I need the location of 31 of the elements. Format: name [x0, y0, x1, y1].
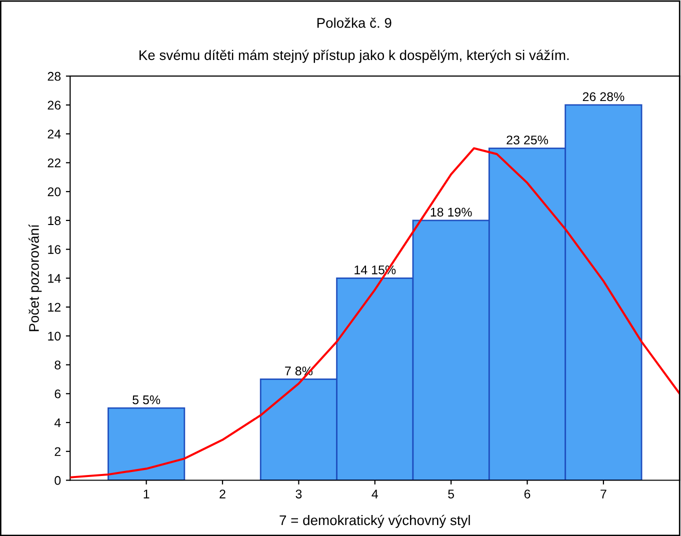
- y-tick-label: 28: [48, 72, 61, 81]
- y-tick-label: 0: [54, 476, 61, 485]
- y-tick-label: 4: [54, 418, 61, 428]
- data-label: 26 28%: [582, 92, 624, 102]
- y-axis-title: Počet pozorování: [28, 224, 42, 332]
- x-tick-label: 1: [144, 490, 150, 498]
- y-tick-label: 22: [48, 158, 60, 168]
- y-tick-label: 2: [54, 447, 60, 456]
- x-tick-label: 2: [220, 490, 226, 498]
- chart-subtitle: Ke svému dítěti mám stejný přístup jako k dospělým, kterých si vážím.: [140, 50, 569, 63]
- x-tick-label: 6: [524, 490, 530, 498]
- y-tick-label: 14: [48, 274, 61, 283]
- x-tick-label: 7: [600, 490, 606, 498]
- y-tick-label: 20: [48, 187, 61, 196]
- y-tick-label: 10: [48, 332, 61, 341]
- data-label: 18 19%: [430, 208, 472, 217]
- y-tick-label: 8: [54, 360, 61, 370]
- y-tick-label: 6: [54, 389, 61, 398]
- x-tick-label: 4: [372, 490, 378, 498]
- data-label: 23 25%: [506, 136, 548, 144]
- x-tick-label: 3: [296, 490, 302, 498]
- y-tick-label: 16: [48, 245, 61, 254]
- x-tick-label: 5: [448, 490, 454, 498]
- line-series: [70, 147, 680, 478]
- chart-title: Položka č. 9: [317, 18, 392, 28]
- y-tick-label: 12: [48, 302, 60, 312]
- data-label: 5 5%: [132, 395, 160, 404]
- y-tick-label: 26: [48, 100, 61, 110]
- x-axis-title: 7 = demokratický výchovný styl: [280, 514, 470, 528]
- y-tick-label: 24: [48, 130, 61, 138]
- y-tick-label: 18: [48, 216, 61, 226]
